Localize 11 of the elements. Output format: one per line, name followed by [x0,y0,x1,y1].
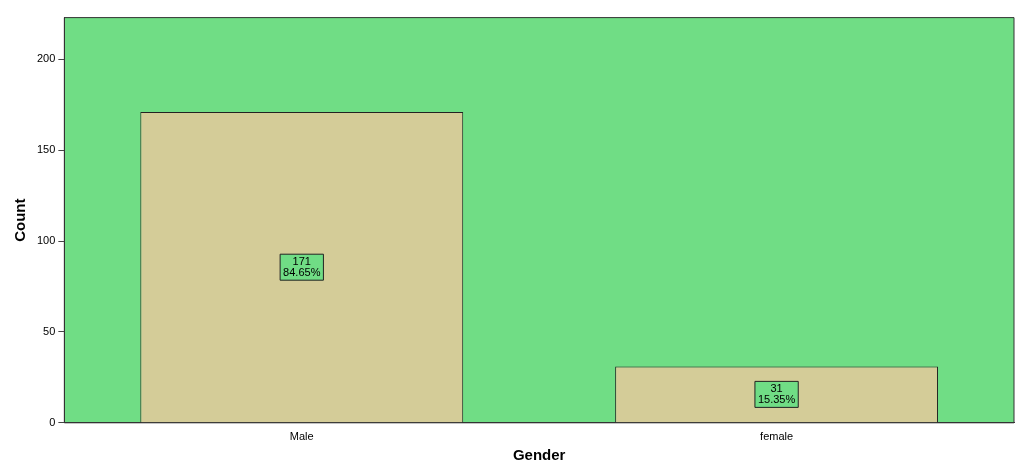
y-tick-label: 100 [36,234,56,247]
x-tick-label: Male [289,430,314,443]
y-tick-label: 50 [43,324,56,337]
x-tick-label: female [760,430,794,443]
y-tick-label: 150 [36,143,56,156]
y-tick-label: 200 [36,52,56,65]
x-axis-title: Gender [512,446,566,464]
data-label: 171 84.65% [283,254,321,278]
y-axis-title: Count [11,198,29,242]
y-tick-label: 0 [49,415,56,428]
data-label: 31 15.35% [757,381,796,405]
